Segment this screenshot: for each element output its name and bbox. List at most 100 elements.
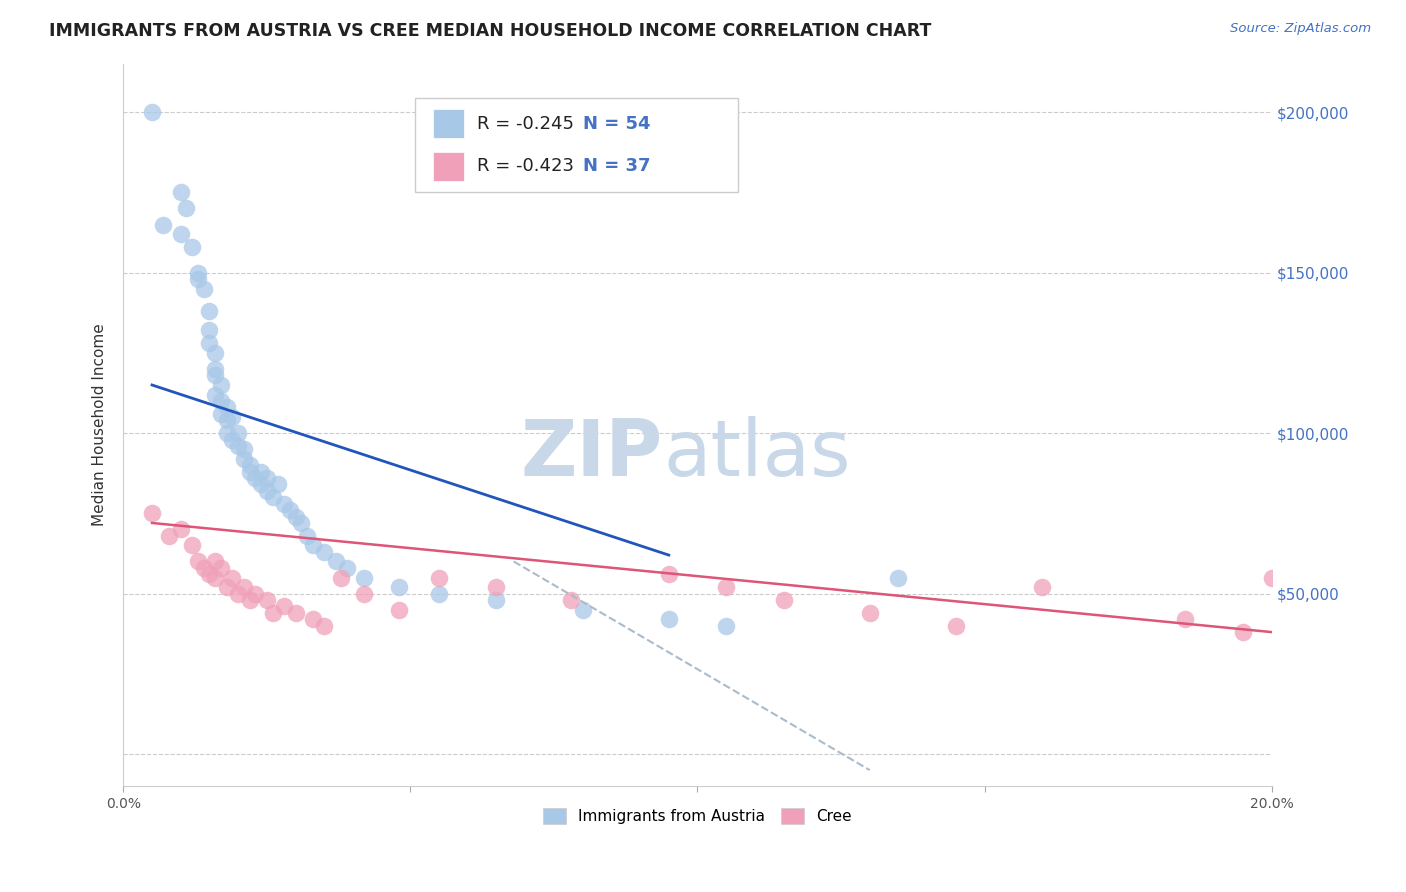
Point bbox=[204, 387, 226, 401]
Text: Source: ZipAtlas.com: Source: ZipAtlas.com bbox=[1230, 22, 1371, 36]
Point bbox=[209, 407, 232, 421]
Point bbox=[714, 618, 737, 632]
Point bbox=[284, 606, 307, 620]
Point bbox=[388, 580, 411, 594]
Y-axis label: Median Household Income: Median Household Income bbox=[93, 324, 107, 526]
Point bbox=[198, 323, 221, 337]
Point bbox=[314, 545, 336, 559]
Text: atlas: atlas bbox=[664, 416, 851, 492]
Point bbox=[209, 561, 232, 575]
Point bbox=[239, 593, 262, 607]
Point bbox=[170, 522, 193, 536]
Point bbox=[232, 580, 254, 594]
Point bbox=[204, 368, 226, 383]
Point bbox=[187, 554, 209, 568]
Point bbox=[1260, 570, 1282, 584]
Point bbox=[215, 413, 238, 427]
Point bbox=[245, 586, 267, 600]
Point bbox=[215, 580, 238, 594]
Point bbox=[314, 618, 336, 632]
Point bbox=[1232, 625, 1254, 640]
Point bbox=[256, 593, 278, 607]
Point bbox=[198, 304, 221, 318]
Point bbox=[170, 227, 193, 241]
Point bbox=[560, 593, 582, 607]
Point bbox=[204, 346, 226, 360]
Point bbox=[290, 516, 312, 530]
Point bbox=[887, 570, 910, 584]
Text: R = -0.423: R = -0.423 bbox=[477, 157, 574, 176]
Point bbox=[215, 426, 238, 441]
Point bbox=[221, 410, 243, 425]
Text: ZIP: ZIP bbox=[520, 416, 664, 492]
Point bbox=[204, 570, 226, 584]
Text: IMMIGRANTS FROM AUSTRIA VS CREE MEDIAN HOUSEHOLD INCOME CORRELATION CHART: IMMIGRANTS FROM AUSTRIA VS CREE MEDIAN H… bbox=[49, 22, 932, 40]
Text: N = 54: N = 54 bbox=[583, 114, 651, 133]
Point bbox=[772, 593, 794, 607]
Point bbox=[859, 606, 882, 620]
Point bbox=[204, 554, 226, 568]
Point bbox=[170, 186, 193, 200]
Point bbox=[325, 554, 347, 568]
Point bbox=[239, 465, 262, 479]
Point bbox=[353, 570, 375, 584]
Point bbox=[388, 602, 411, 616]
Point bbox=[181, 240, 204, 254]
Point bbox=[245, 471, 267, 485]
Text: N = 37: N = 37 bbox=[583, 157, 651, 176]
Point bbox=[301, 612, 323, 626]
Point bbox=[1174, 612, 1197, 626]
Point bbox=[232, 451, 254, 466]
Point bbox=[209, 378, 232, 392]
Point bbox=[198, 567, 221, 582]
Point bbox=[232, 442, 254, 457]
Point bbox=[658, 612, 681, 626]
Point bbox=[250, 465, 273, 479]
Point bbox=[273, 599, 295, 614]
Point bbox=[157, 529, 180, 543]
Point bbox=[267, 477, 290, 491]
Point bbox=[215, 401, 238, 415]
Point bbox=[226, 439, 249, 453]
Text: R = -0.245: R = -0.245 bbox=[477, 114, 574, 133]
Point bbox=[353, 586, 375, 600]
Point bbox=[262, 606, 284, 620]
Point bbox=[187, 272, 209, 286]
Point bbox=[226, 426, 249, 441]
Point bbox=[295, 529, 318, 543]
Point bbox=[427, 586, 450, 600]
Point bbox=[221, 433, 243, 447]
Point bbox=[209, 394, 232, 409]
Point bbox=[256, 483, 278, 498]
Legend: Immigrants from Austria, Cree: Immigrants from Austria, Cree bbox=[537, 802, 858, 830]
Point bbox=[204, 362, 226, 376]
Point bbox=[945, 618, 967, 632]
Point bbox=[193, 282, 215, 296]
Point bbox=[250, 477, 273, 491]
Point bbox=[485, 593, 508, 607]
Point bbox=[239, 458, 262, 473]
Point bbox=[187, 266, 209, 280]
Point bbox=[181, 538, 204, 552]
Point bbox=[1031, 580, 1053, 594]
Point bbox=[198, 336, 221, 351]
Point bbox=[152, 218, 174, 232]
Point bbox=[278, 503, 301, 517]
Point bbox=[176, 202, 198, 216]
Point bbox=[226, 586, 249, 600]
Point bbox=[571, 602, 593, 616]
Point bbox=[256, 471, 278, 485]
Point bbox=[485, 580, 508, 594]
Point bbox=[141, 506, 163, 520]
Point bbox=[221, 570, 243, 584]
Point bbox=[330, 570, 353, 584]
Point bbox=[141, 105, 163, 120]
Point bbox=[262, 491, 284, 505]
Point bbox=[301, 538, 323, 552]
Point bbox=[336, 561, 359, 575]
Point bbox=[427, 570, 450, 584]
Point bbox=[273, 497, 295, 511]
Point bbox=[284, 509, 307, 524]
Point bbox=[658, 567, 681, 582]
Point bbox=[714, 580, 737, 594]
